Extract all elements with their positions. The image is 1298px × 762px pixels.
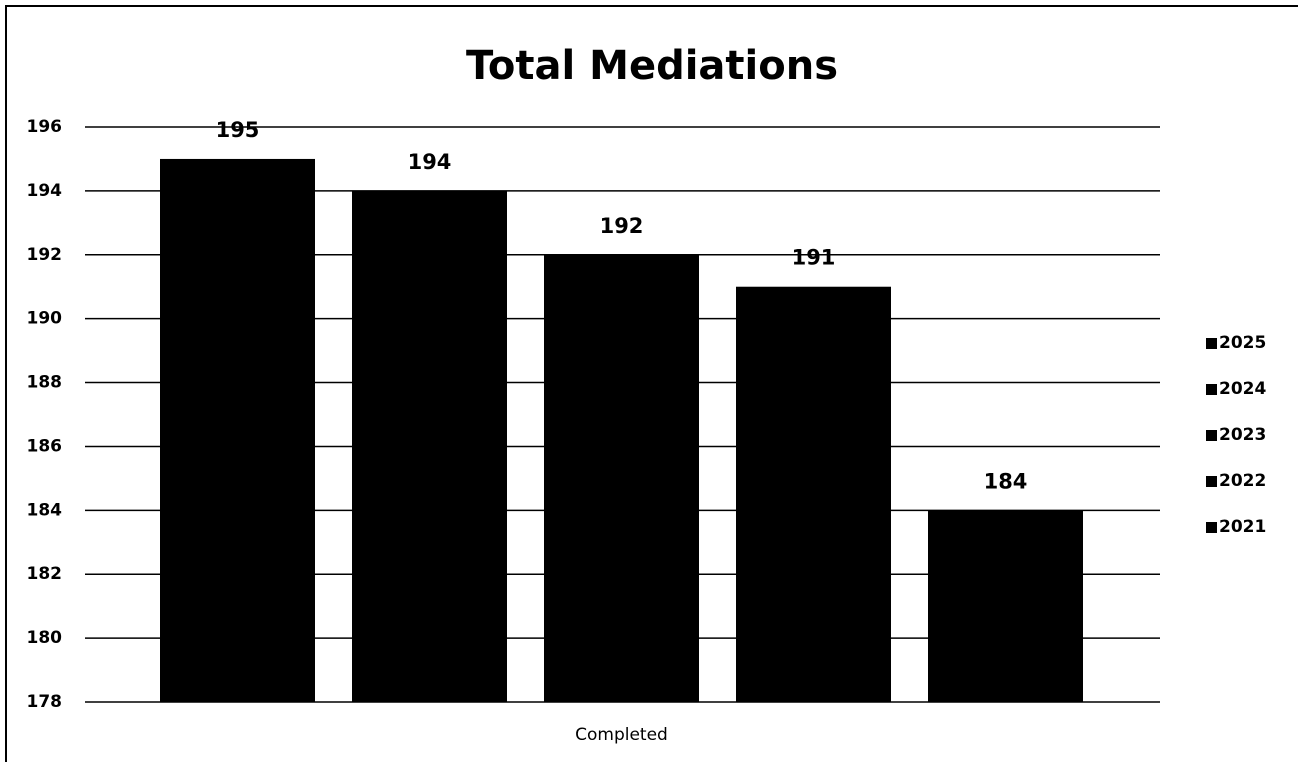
data-label: 195 [216,118,260,142]
y-tick-label: 194 [27,181,63,201]
legend-label: 2021 [1219,517,1266,537]
data-label: 184 [984,469,1028,493]
chart-title: Total Mediations [466,43,838,89]
y-tick-label: 182 [27,564,63,584]
y-tick-label: 192 [27,245,63,265]
data-label: 192 [600,214,644,238]
bar [544,254,699,702]
legend-swatch [1206,476,1217,487]
legend-label: 2024 [1219,379,1266,399]
legend-label: 2023 [1219,425,1266,445]
y-tick-label: 186 [27,436,63,456]
legend-label: 2022 [1219,471,1266,491]
x-tick-label: Completed [575,725,668,745]
legend-swatch [1206,430,1217,441]
legend-swatch [1206,384,1217,395]
legend-swatch [1206,338,1217,349]
y-tick-label: 184 [27,500,63,520]
bar [736,286,891,702]
y-tick-label: 196 [27,117,63,137]
y-tick-label: 178 [27,692,63,712]
y-tick-label: 188 [27,373,63,393]
y-tick-label: 180 [27,628,63,648]
bar [352,190,507,702]
bar [160,158,315,702]
y-tick-label: 190 [27,309,63,329]
data-label: 191 [792,246,836,270]
legend-label: 2025 [1219,333,1266,353]
legend-swatch [1206,522,1217,533]
data-label: 194 [408,150,452,174]
bar [928,510,1083,702]
